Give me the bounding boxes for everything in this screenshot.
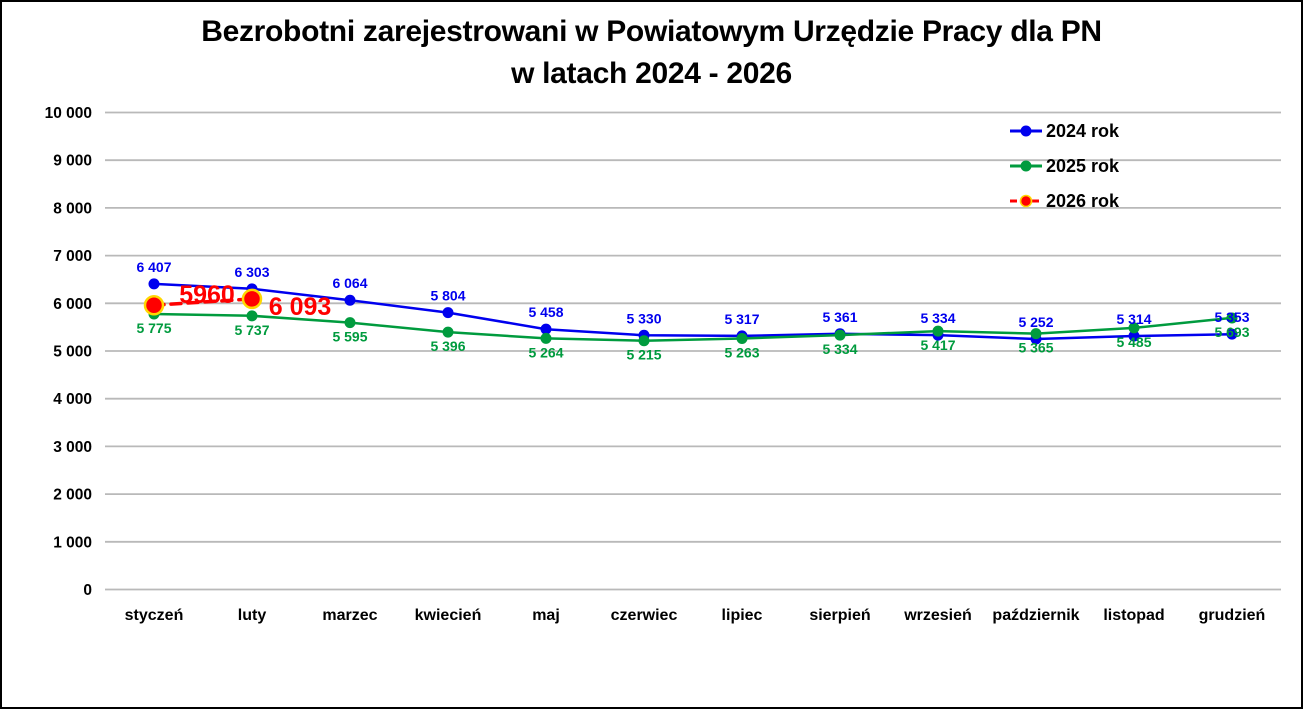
- data-label: 6 407: [136, 259, 171, 275]
- data-label: 5 264: [528, 344, 563, 360]
- legend-label: 2024 rok: [1046, 121, 1120, 141]
- chart-title-line2: w latach 2024 - 2026: [511, 57, 792, 90]
- data-label: 5 263: [724, 344, 759, 360]
- data-label: 5 693: [1214, 324, 1249, 340]
- series-line-2024-rok: [152, 282, 1234, 341]
- data-point-marker: [442, 326, 454, 338]
- data-point-marker: [246, 310, 258, 322]
- x-tick-label: listopad: [1103, 607, 1164, 624]
- y-tick-label: 4 000: [53, 391, 92, 408]
- series-line-2026-rok: [152, 297, 254, 307]
- data-point-marker: [442, 307, 454, 319]
- data-point-marker: [1128, 330, 1140, 342]
- data-label: 5 361: [822, 309, 857, 325]
- data-label: 5 317: [724, 311, 759, 327]
- y-tick-label: 1 000: [53, 534, 92, 551]
- data-label: 5 775: [136, 320, 171, 336]
- legend-marker: [1019, 194, 1033, 208]
- data-label: 5 215: [626, 347, 661, 363]
- y-tick-label: 8 000: [53, 200, 92, 217]
- data-label: 5 737: [234, 322, 269, 338]
- data-point-marker: [1226, 328, 1238, 340]
- data-point-marker: [1128, 322, 1140, 334]
- x-tick-label: wrzesień: [903, 607, 972, 624]
- x-tick-label: październik: [992, 607, 1079, 624]
- x-tick-label: styczeń: [125, 607, 184, 624]
- y-tick-label: 6 000: [53, 296, 92, 313]
- data-label: 6 093: [269, 293, 332, 321]
- y-tick-label: 5 000: [53, 344, 92, 361]
- data-point-marker: [344, 294, 356, 306]
- data-label: 5 252: [1018, 314, 1053, 330]
- chart-title-line1: Bezrobotni zarejestrowani w Powiatowym U…: [201, 15, 1102, 48]
- data-label: 5 804: [430, 288, 465, 304]
- legend-marker: [1020, 160, 1032, 172]
- y-tick-label: 3 000: [53, 439, 92, 456]
- data-label: 5 365: [1018, 340, 1053, 356]
- data-label: 5 334: [822, 341, 857, 357]
- data-label: 5 353: [1214, 309, 1249, 325]
- x-tick-label: luty: [238, 607, 267, 624]
- data-label: 5 417: [920, 337, 955, 353]
- data-label: 5 334: [920, 310, 955, 326]
- data-label: 5 595: [332, 329, 367, 345]
- y-tick-label: 9 000: [53, 153, 92, 170]
- data-label: 5 458: [528, 304, 563, 320]
- data-label: 5960: [179, 281, 235, 309]
- x-tick-label: kwiecień: [415, 607, 482, 624]
- series-line-2025-rok: [152, 312, 1234, 342]
- x-tick-label: marzec: [322, 607, 377, 624]
- legend-label: 2026 rok: [1046, 191, 1120, 211]
- data-point-marker: [540, 323, 552, 335]
- data-point-marker: [143, 294, 165, 316]
- x-tick-label: grudzień: [1199, 607, 1266, 624]
- y-tick-label: 0: [83, 582, 92, 599]
- data-point-marker: [638, 335, 650, 347]
- data-label: 5 485: [1116, 334, 1151, 350]
- x-tick-label: maj: [532, 607, 560, 624]
- data-point-marker: [344, 317, 356, 329]
- legend-marker: [1020, 125, 1032, 137]
- y-tick-label: 10 000: [45, 105, 92, 122]
- chart-title: Bezrobotni zarejestrowani w Powiatowym U…: [2, 11, 1301, 95]
- data-point-marker: [148, 278, 160, 290]
- x-tick-label: czerwiec: [611, 607, 678, 624]
- data-label: 6 303: [234, 264, 269, 280]
- data-label: 6 064: [332, 275, 367, 291]
- x-tick-label: sierpień: [809, 607, 870, 624]
- x-tick-label: lipiec: [722, 607, 763, 624]
- data-label: 5 330: [626, 310, 661, 326]
- data-point-marker: [540, 332, 552, 344]
- y-tick-label: 7 000: [53, 248, 92, 265]
- data-point-marker: [241, 288, 263, 310]
- data-point-marker: [1226, 312, 1238, 324]
- y-tick-label: 2 000: [53, 487, 92, 504]
- data-label: 5 396: [430, 338, 465, 354]
- data-point-marker: [1030, 328, 1042, 340]
- data-point-marker: [736, 332, 748, 344]
- data-point-marker: [834, 329, 846, 341]
- legend-label: 2025 rok: [1046, 156, 1120, 176]
- data-point-marker: [932, 325, 944, 337]
- data-label: 5 314: [1116, 311, 1151, 327]
